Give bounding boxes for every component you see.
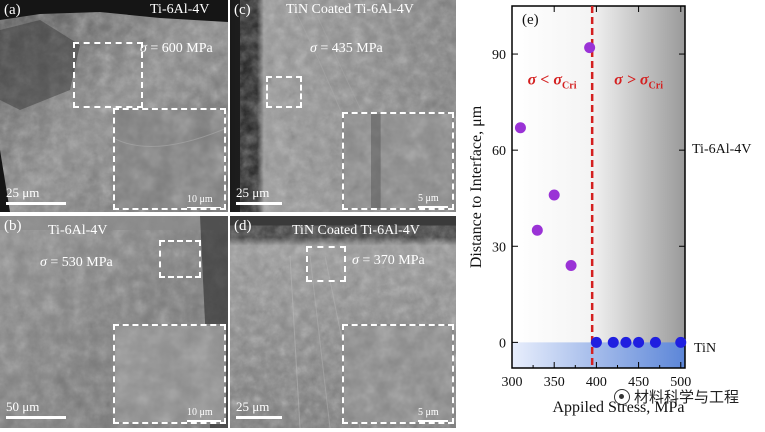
panel-a-inset-scalebar: 10 μm	[187, 194, 221, 208]
panel-d-inset: 5 μm	[342, 324, 454, 424]
panel-c-roi-box	[266, 76, 302, 108]
panel-a-stress-value: = 600 MPa	[150, 41, 213, 56]
panel-b-inset-texture	[115, 326, 224, 422]
panel-c-inset-scalebar: 5 μm	[418, 193, 448, 208]
region-label-below-critical: σ < σCri	[528, 72, 577, 92]
wechat-icon	[614, 388, 630, 405]
sem-panel-c: (c) TiN Coated Ti-6Al-4V σ = 435 MPa 5 μ…	[230, 0, 456, 212]
sem-panel-b: (b) Ti-6Al-4V σ = 530 MPa 10 μm 50 μm	[0, 216, 228, 428]
panel-c-stress-value: = 435 MPa	[320, 41, 383, 56]
plot-frame	[511, 5, 686, 369]
side-label-ti64: Ti-6Al-4V	[692, 142, 752, 157]
panel-b-inset: 10 μm	[113, 324, 226, 424]
data-point-ti-6al-4v	[565, 259, 577, 271]
region-label-below-critical-subscript: Cri	[562, 81, 577, 92]
data-point-tin	[620, 336, 632, 348]
data-point-ti-6al-4v	[548, 189, 560, 201]
region-label-below-critical-main: σ < σ	[528, 72, 563, 89]
data-point-ti-6al-4v	[514, 122, 526, 134]
x-tick-label: 350	[544, 375, 565, 390]
side-label-tin: TiN	[694, 341, 717, 356]
sigma-symbol: σ	[40, 255, 47, 270]
panel-d-inset-scalebar: 5 μm	[418, 407, 448, 422]
panel-d-roi-box	[306, 246, 346, 282]
x-axis-label: Appiled Stress, MPa	[553, 399, 685, 416]
chart-plot-area: 300 350 400 450 500 0 30 60 90 Appiled Stress, MP…	[468, 5, 691, 416]
data-point-tin	[590, 336, 602, 348]
panel-b-scalebar-text: 50 μm	[6, 399, 40, 414]
watermark: 材料科学与工程	[614, 386, 739, 407]
y-axis-label: Distance to Interface, μm	[468, 105, 485, 268]
data-point-ti-6al-4v	[531, 224, 543, 236]
x-tick-label: 400	[586, 375, 607, 390]
sigma-symbol: σ	[352, 253, 359, 268]
panel-a-inset: 10 μm	[113, 108, 226, 210]
panel-a-roi-box	[73, 42, 143, 108]
panel-b-inset-scalebar: 10 μm	[187, 407, 221, 422]
panel-d-stress: σ = 370 MPa	[352, 254, 425, 268]
panel-b-title: Ti-6Al-4V	[48, 223, 108, 238]
panel-e-label: (e)	[522, 12, 539, 28]
stress-distance-chart: 300 350 400 450 500 0 30 60 90 Appiled Stress, MP…	[468, 5, 691, 416]
panel-d-title: TiN Coated Ti-6Al-4V	[292, 223, 420, 238]
y-tick-label: 0	[499, 336, 506, 351]
panel-a-title: Ti-6Al-4V	[150, 2, 210, 17]
panel-d-scalebar-text: 25 μm	[236, 399, 270, 414]
panel-b-stress: σ = 530 MPa	[40, 256, 113, 270]
sem-panel-a: (a) Ti-6Al-4V σ = 600 MPa 10 μm 25 μm	[0, 0, 228, 212]
y-tick-label: 90	[492, 48, 506, 63]
panel-a-stress: σ = 600 MPa	[140, 42, 213, 56]
panel-b-scalebar: 50 μm	[6, 399, 66, 419]
x-tick-label: 300	[502, 375, 523, 390]
panel-c-inset-texture	[344, 114, 452, 208]
panel-a-label: (a)	[4, 2, 21, 18]
region-label-above-critical-main: σ > σ	[614, 72, 649, 89]
region-label-above-critical-subscript: Cri	[649, 81, 664, 92]
y-tick-label: 30	[492, 240, 506, 255]
plot-background	[512, 6, 685, 368]
data-point-tin	[607, 336, 619, 348]
panel-d-inset-scalebar-text: 5 μm	[418, 407, 439, 418]
panel-c-label: (c)	[234, 2, 251, 18]
sigma-symbol: σ	[140, 41, 147, 56]
watermark-text: 材料科学与工程	[634, 388, 740, 406]
data-point-tin	[675, 336, 687, 348]
panel-b-inset-scalebar-text: 10 μm	[187, 407, 213, 418]
panel-b-label: (b)	[4, 218, 22, 234]
data-point-ti-6al-4v	[584, 42, 596, 54]
panel-d-scalebar: 25 μm	[236, 399, 282, 419]
panel-a-inset-scalebar-text: 10 μm	[187, 194, 213, 205]
y-tick-label: 60	[492, 144, 506, 159]
panel-c-stress: σ = 435 MPa	[310, 42, 383, 56]
panel-d-stress-value: = 370 MPa	[362, 253, 425, 268]
panel-b-stress-value: = 530 MPa	[50, 255, 113, 270]
panel-a-inset-texture	[115, 110, 224, 208]
panel-d-label: (d)	[234, 218, 252, 234]
x-tick-label: 450	[628, 375, 649, 390]
panel-c-inset-scalebar-text: 5 μm	[418, 193, 439, 204]
panel-c-title: TiN Coated Ti-6Al-4V	[286, 2, 414, 17]
panel-a-scalebar: 25 μm	[6, 185, 66, 205]
panel-c-scalebar: 25 μm	[236, 185, 282, 205]
panel-a-scalebar-text: 25 μm	[6, 185, 40, 200]
panel-c-scalebar-text: 25 μm	[236, 185, 270, 200]
panel-c-inset: 5 μm	[342, 112, 454, 210]
sem-panel-d: (d) TiN Coated Ti-6Al-4V σ = 370 MPa 5 μ…	[230, 216, 456, 428]
data-point-tin	[633, 336, 645, 348]
data-point-tin	[649, 336, 661, 348]
x-tick-label: 500	[670, 375, 691, 390]
region-label-above-critical: σ > σCri	[614, 72, 663, 92]
panel-b-roi-box	[159, 240, 201, 278]
sigma-symbol: σ	[310, 41, 317, 56]
panel-d-inset-texture	[344, 326, 452, 422]
